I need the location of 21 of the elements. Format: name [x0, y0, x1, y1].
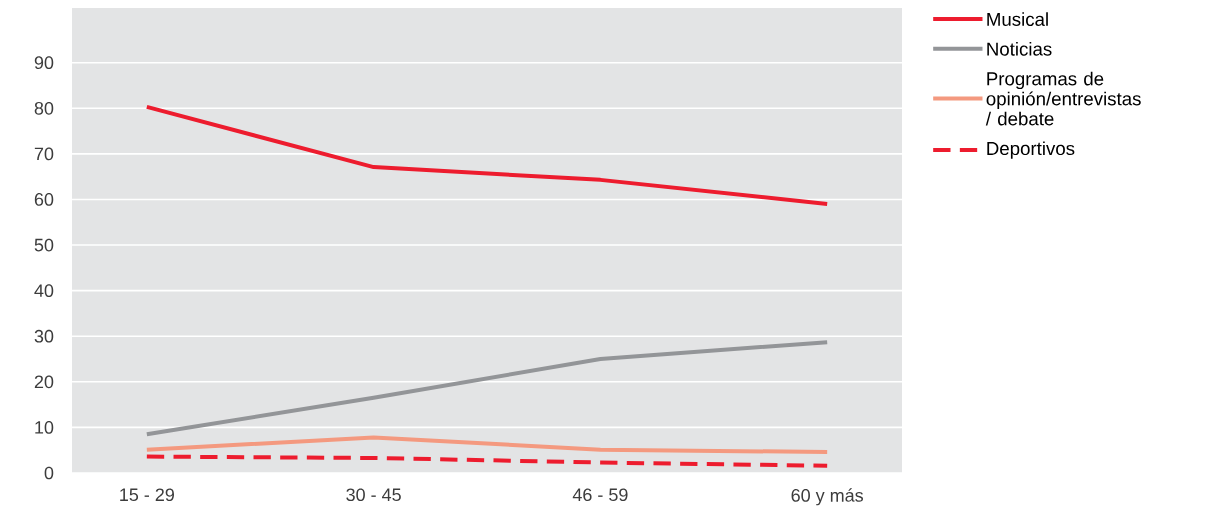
y-tick-label: 0: [44, 466, 54, 480]
line-series: [144, 454, 830, 468]
legend-label: Musical: [987, 12, 1048, 26]
y-tick-label: 70: [34, 147, 54, 161]
y-tick-label: 90: [34, 56, 54, 70]
y-tick-label: 20: [34, 375, 54, 389]
y-tick-label: 80: [34, 101, 54, 115]
y-tick-label: 40: [34, 284, 54, 298]
legend-label: Deportivos: [987, 141, 1075, 159]
x-tick-label: 15 - 29: [120, 488, 174, 502]
line-series: [144, 104, 830, 207]
y-tick-label: 10: [35, 421, 54, 434]
y-tick-label: 30: [34, 329, 54, 343]
x-tick-label: 60 y más: [791, 488, 864, 506]
y-tick-label: 60: [34, 193, 54, 206]
y-tick-label: 50: [34, 238, 54, 252]
x-tick-label: 46 - 59: [572, 488, 628, 502]
legend-label: Noticias: [987, 41, 1052, 56]
legend-label: Programas de opinión/entrevistas / debate: [985, 71, 1141, 126]
line-series: [144, 340, 830, 437]
x-tick-label: 30 - 45: [346, 488, 401, 502]
